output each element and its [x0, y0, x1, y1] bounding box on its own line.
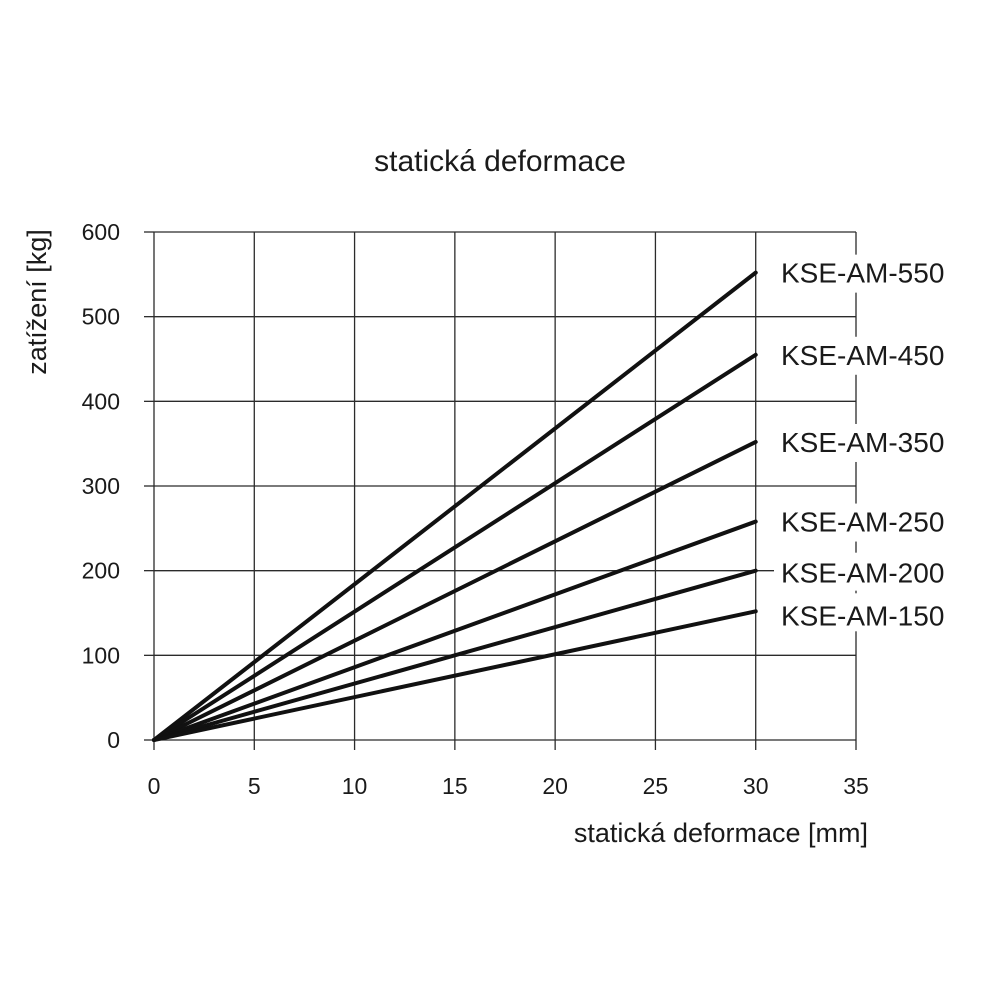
x-axis-label: statická deformace [mm]	[574, 818, 868, 848]
series-label: KSE-AM-200	[781, 558, 944, 589]
x-tick-label: 25	[643, 773, 669, 799]
series-line-kse-am-550	[152, 270, 758, 742]
series-label: KSE-AM-550	[781, 258, 944, 289]
y-tick-label: 200	[82, 558, 120, 584]
series-label: KSE-AM-250	[781, 507, 944, 538]
x-tick-label: 30	[743, 773, 769, 799]
series-label-background	[774, 503, 980, 542]
chart-title: statická deformace	[374, 145, 626, 178]
x-tick-label: 5	[248, 773, 261, 799]
series-lines	[152, 270, 758, 742]
series-line-kse-am-450	[152, 352, 758, 742]
series-label-background	[774, 336, 980, 375]
series-line-kse-am-250	[152, 519, 758, 742]
series-line-kse-am-350	[152, 439, 758, 742]
x-tick-label: 10	[342, 773, 368, 799]
series-label-background	[774, 552, 980, 591]
series-line-kse-am-150	[152, 609, 758, 742]
y-tick-label: 100	[82, 642, 120, 668]
series-label: KSE-AM-150	[781, 600, 944, 631]
series-label: KSE-AM-450	[781, 340, 944, 371]
x-tick-label: 0	[148, 773, 161, 799]
grid	[144, 231, 857, 750]
y-tick-labels: 0 100 200 300 400 500 600	[82, 219, 120, 753]
y-tick-label: 300	[82, 473, 120, 499]
x-tick-label: 20	[542, 773, 568, 799]
y-tick-label: 600	[82, 219, 120, 245]
y-tick-label: 500	[82, 304, 120, 330]
x-tick-label: 35	[843, 773, 869, 799]
series-label-background	[774, 593, 980, 632]
y-tick-label: 400	[82, 388, 120, 414]
series-labels: KSE-AM-550 KSE-AM-450 KSE-AM-350 KSE-AM-250…	[774, 254, 980, 632]
series-label-background	[774, 423, 980, 462]
x-tick-label: 15	[442, 773, 468, 799]
x-tick-labels: 0 5 10 15 20 25 30 35	[148, 773, 869, 799]
y-axis-label: zatížení [kg]	[22, 229, 52, 375]
y-tick-label: 0	[107, 727, 120, 753]
series-label: KSE-AM-350	[781, 427, 944, 458]
series-line-kse-am-200	[152, 568, 758, 742]
series-label-background	[774, 254, 980, 293]
